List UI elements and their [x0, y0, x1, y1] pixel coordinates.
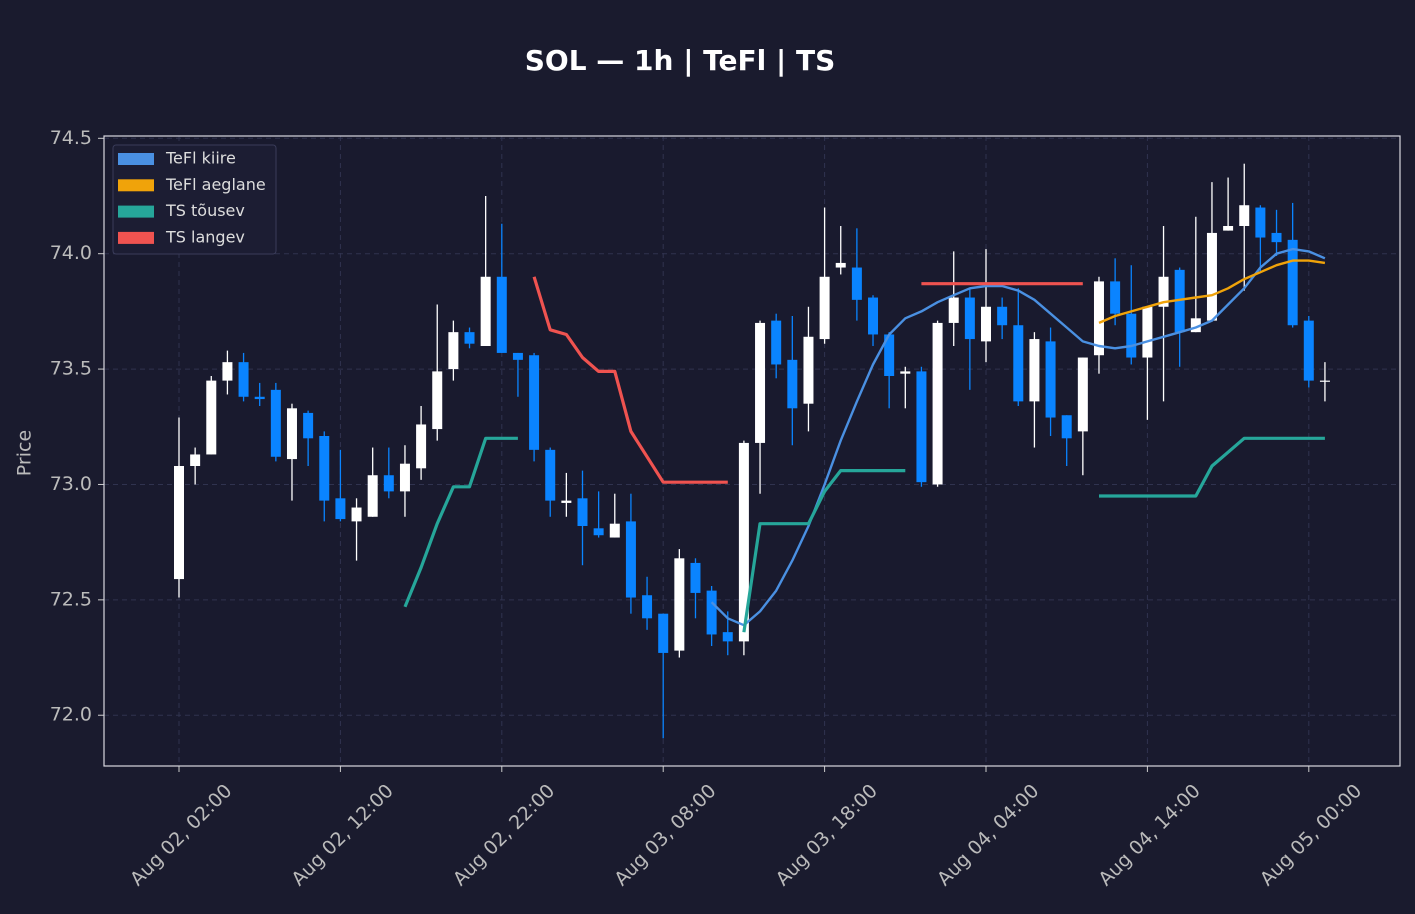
legend-label: TeFl aeglane	[165, 175, 266, 194]
candle-body	[674, 558, 685, 651]
candle-body	[1045, 341, 1056, 418]
candle-body	[964, 297, 975, 340]
candle-body	[658, 613, 669, 653]
candle-body	[868, 297, 879, 335]
candle-body	[690, 562, 701, 593]
y-tick-label: 72.0	[50, 704, 92, 726]
candle-body	[448, 332, 459, 370]
candle-body	[981, 306, 991, 342]
candle-body	[367, 475, 378, 517]
indicator-line	[403, 436, 1325, 633]
candle-body	[174, 466, 184, 580]
candle-body	[997, 306, 1008, 326]
legend-swatch	[118, 179, 154, 192]
y-axis-label: Price	[14, 430, 36, 476]
candle-body	[1287, 239, 1298, 326]
candle-body	[1110, 281, 1121, 314]
candle-body	[1223, 226, 1234, 231]
candle-body	[1126, 313, 1137, 358]
candle-body	[238, 362, 249, 397]
candle-body	[1142, 306, 1153, 358]
legend-label: TeFl kiire	[165, 149, 236, 168]
candle-body	[335, 498, 346, 520]
candle-body	[254, 396, 265, 400]
candle-body	[755, 322, 766, 443]
legend-swatch	[118, 231, 154, 244]
candle-body	[738, 442, 749, 642]
plot-area	[104, 136, 1400, 766]
candle-body	[1093, 281, 1104, 356]
candle-body	[561, 500, 572, 503]
candle-body	[916, 371, 927, 483]
y-tick-label: 74.5	[50, 127, 92, 149]
y-tick-label: 72.5	[50, 588, 92, 610]
candle-body	[1029, 339, 1040, 402]
candle-body	[512, 352, 523, 360]
candle-body	[529, 355, 540, 450]
candle-body	[496, 276, 507, 353]
y-tick-label: 73.5	[50, 358, 92, 380]
legend-box	[112, 144, 277, 255]
candle-body	[1255, 207, 1266, 238]
legend-label: TS tõusev	[165, 201, 245, 220]
indicator-line	[1098, 259, 1326, 325]
candle-body	[1190, 318, 1201, 333]
candle-body	[416, 424, 427, 469]
candle-body	[593, 528, 604, 536]
candle-body	[1303, 320, 1314, 381]
legend-swatch	[118, 153, 154, 165]
candle-body	[884, 334, 895, 376]
candle-body	[722, 632, 733, 642]
candle-body	[1271, 232, 1282, 243]
candle-body	[835, 262, 846, 268]
candle-body	[286, 408, 297, 460]
candle-body	[399, 463, 410, 492]
candle-body	[609, 523, 620, 538]
candle-body	[819, 276, 830, 340]
candle-body	[190, 454, 201, 466]
candle-body	[771, 320, 782, 365]
candle-body	[1206, 232, 1217, 321]
candle-body	[270, 389, 281, 457]
chart-title: SOL — 1h | TeFl | TS	[525, 44, 836, 77]
candle-body	[706, 590, 717, 635]
candle-body	[351, 507, 362, 522]
candle-body	[577, 498, 588, 526]
candle-body	[900, 371, 911, 374]
candle-body	[1061, 415, 1072, 439]
candle-body	[319, 436, 330, 501]
candle-body	[803, 336, 814, 404]
candle-body	[222, 362, 233, 381]
candle-body	[948, 297, 959, 323]
candle-body	[432, 371, 443, 430]
y-tick-label: 73.0	[50, 473, 92, 495]
candle-body	[383, 475, 394, 492]
candle-body	[625, 521, 636, 598]
candle-body	[787, 359, 798, 409]
indicator-line	[532, 276, 1083, 484]
candle-body	[851, 267, 862, 300]
candle-body	[480, 276, 491, 346]
candle-body	[1319, 380, 1330, 382]
candle-body	[545, 449, 556, 501]
candle-body	[642, 595, 653, 619]
candle-body	[206, 380, 217, 455]
candle-body	[1158, 276, 1169, 307]
legend-label: TS langev	[165, 227, 245, 246]
candle-body	[1077, 357, 1088, 432]
y-tick-label: 74.0	[50, 242, 92, 264]
plot-frame	[103, 135, 1401, 767]
candle-body	[464, 332, 475, 344]
candle-body	[1239, 205, 1250, 226]
candle-body	[1013, 325, 1024, 402]
candle-body	[932, 322, 943, 485]
candle-body	[303, 412, 314, 439]
legend-swatch	[118, 205, 154, 218]
